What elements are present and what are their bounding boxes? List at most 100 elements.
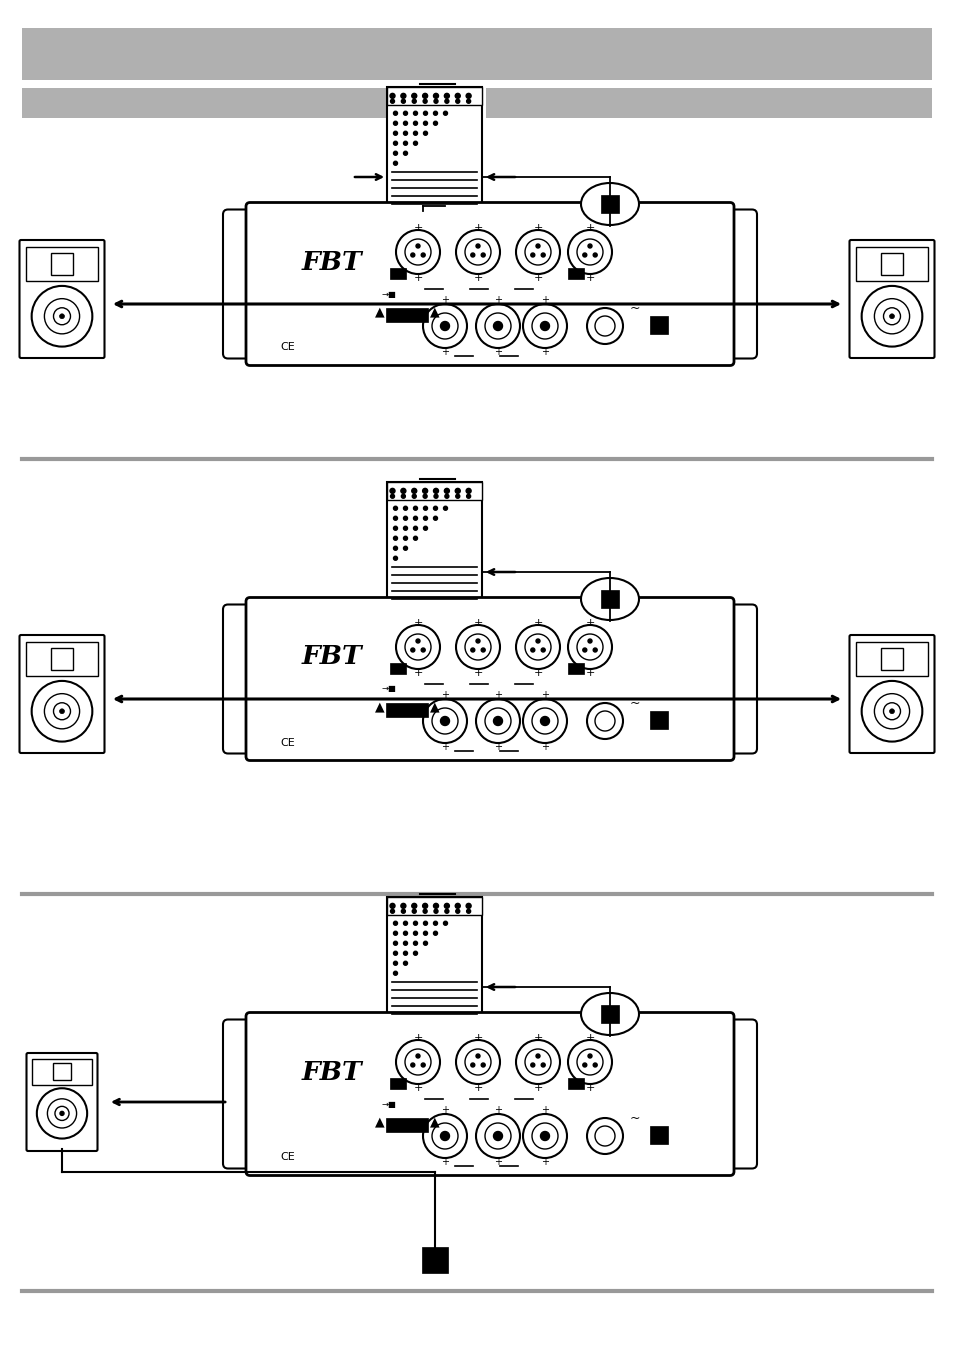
Circle shape [432,1122,457,1149]
Circle shape [403,131,407,135]
Text: +: + [440,347,449,357]
Text: ▲: ▲ [430,1116,439,1129]
Circle shape [493,1132,502,1140]
Circle shape [586,308,622,344]
Circle shape [577,1050,602,1075]
Circle shape [532,1122,558,1149]
Text: +: + [440,742,449,751]
Bar [387,86,482,105]
Circle shape [466,100,470,104]
Circle shape [888,314,894,318]
Text: +: + [473,1033,482,1043]
Bar [880,648,902,670]
Circle shape [516,1040,559,1085]
Circle shape [516,625,559,669]
Circle shape [567,625,612,669]
Text: +: + [413,223,422,233]
Circle shape [444,904,449,908]
Circle shape [540,1132,549,1140]
Circle shape [540,648,544,652]
Circle shape [422,93,427,98]
Circle shape [567,229,612,274]
Circle shape [393,162,397,165]
Circle shape [411,648,415,652]
Circle shape [530,254,535,258]
Bar [855,642,927,676]
Circle shape [403,526,407,530]
Text: +: + [585,272,594,283]
Bar [390,1078,406,1089]
Circle shape [413,921,417,925]
Circle shape [393,526,397,530]
Circle shape [403,931,407,935]
Circle shape [466,488,471,494]
Circle shape [476,244,479,248]
Text: +: + [413,272,422,283]
Circle shape [493,321,502,331]
Text: →■: →■ [381,1099,396,1109]
Circle shape [59,314,65,318]
Circle shape [434,909,437,913]
Text: +: + [533,668,542,679]
Bar [387,86,482,212]
Circle shape [393,151,397,155]
Circle shape [434,494,437,498]
Bar [390,662,406,674]
Circle shape [48,1099,76,1128]
Circle shape [540,1063,544,1067]
Bar [53,1063,71,1081]
Bar [22,28,931,80]
Circle shape [423,121,427,125]
Circle shape [433,921,437,925]
Text: +: + [494,742,501,751]
Bar [649,711,667,728]
Circle shape [466,909,470,913]
Circle shape [593,1063,597,1067]
Circle shape [540,254,544,258]
Text: +: + [585,618,594,629]
Circle shape [861,681,922,742]
Circle shape [582,254,586,258]
Circle shape [433,506,437,510]
Circle shape [403,121,407,125]
Text: CE: CE [280,738,295,747]
Circle shape [433,931,437,935]
Bar [51,648,73,670]
Text: +: + [494,347,501,357]
Circle shape [413,506,417,510]
FancyBboxPatch shape [19,635,105,753]
Circle shape [455,488,459,494]
FancyBboxPatch shape [848,635,934,753]
Circle shape [493,716,502,726]
Circle shape [421,254,425,258]
Circle shape [423,526,427,530]
Circle shape [413,951,417,955]
Circle shape [433,111,437,115]
Text: ▲: ▲ [430,700,439,714]
Text: FBT: FBT [301,645,362,669]
Circle shape [444,488,449,494]
Circle shape [395,1040,439,1085]
Text: +: + [494,689,501,700]
Bar [387,482,482,607]
Circle shape [443,506,447,510]
Circle shape [443,921,447,925]
Circle shape [393,517,397,521]
Circle shape [532,708,558,734]
Circle shape [423,131,427,135]
Circle shape [403,962,407,966]
Bar [387,897,482,915]
Circle shape [456,494,459,498]
Text: →■: →■ [381,684,396,693]
Circle shape [444,494,449,498]
Circle shape [423,494,427,498]
Circle shape [393,121,397,125]
Circle shape [471,1063,475,1067]
Circle shape [412,488,416,494]
Circle shape [882,703,900,720]
Circle shape [480,1063,485,1067]
Circle shape [444,93,449,98]
Circle shape [403,151,407,155]
Circle shape [390,93,395,98]
Text: +: + [473,223,482,233]
